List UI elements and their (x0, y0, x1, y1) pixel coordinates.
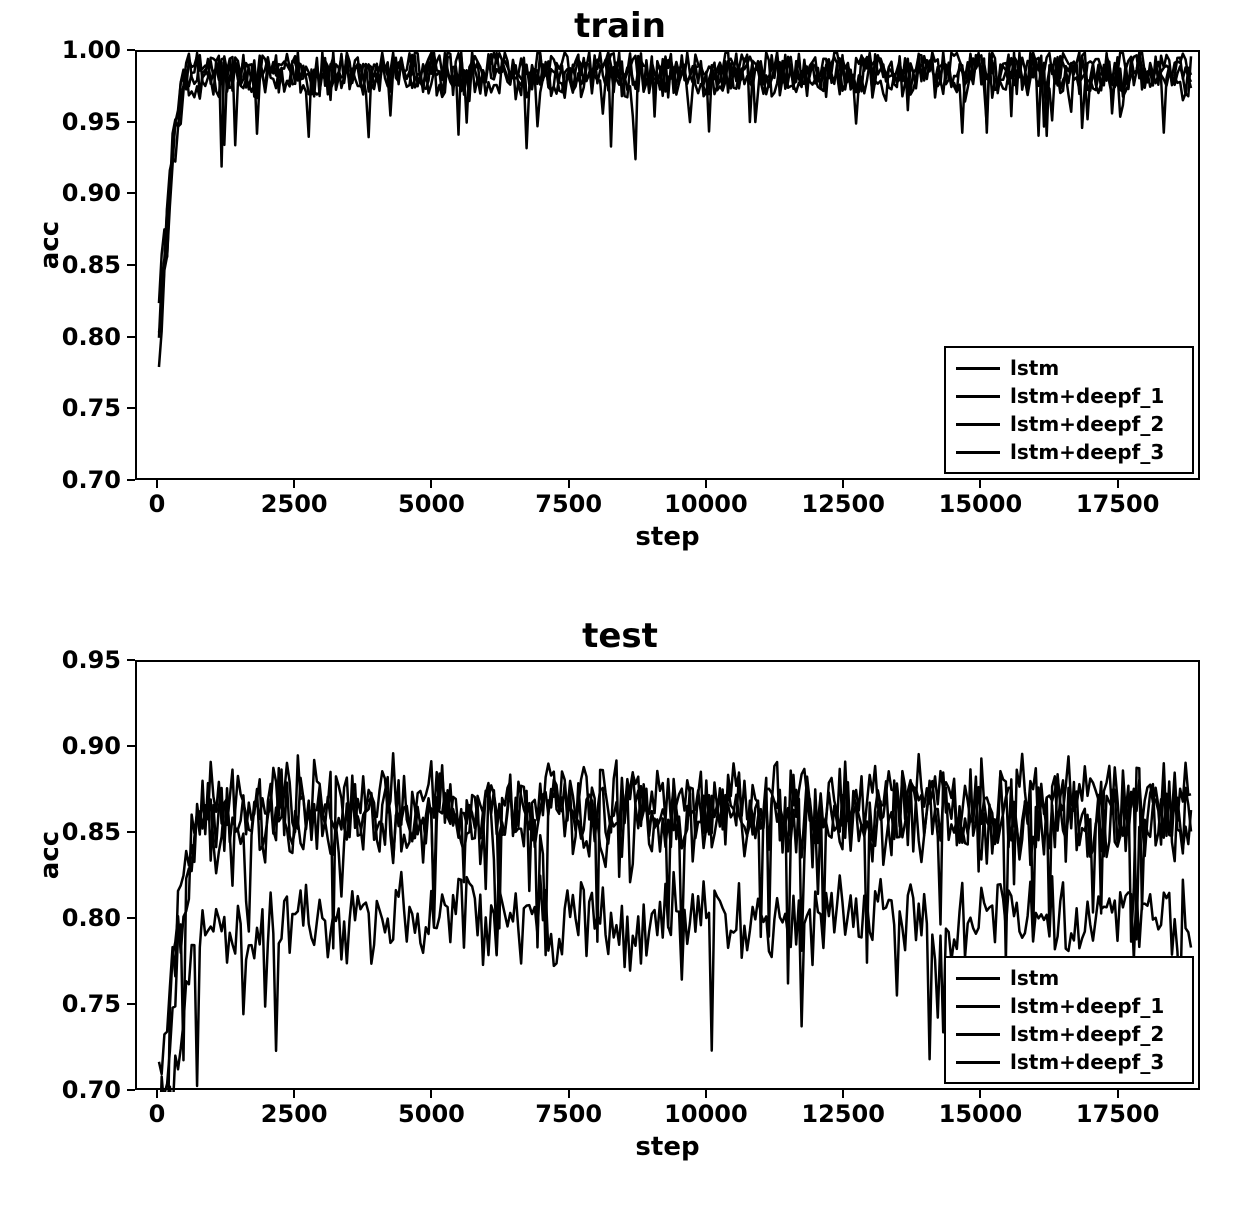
ytick-mark (127, 264, 135, 266)
xtick-label: 17500 (1076, 490, 1160, 518)
xtick-mark (1117, 480, 1119, 488)
legend-item: lstm+deepf_2 (956, 410, 1182, 438)
ytick-mark (127, 745, 135, 747)
ytick-label: 0.80 (62, 904, 121, 932)
xtick-label: 0 (149, 1100, 166, 1128)
legend-item: lstm+deepf_1 (956, 382, 1182, 410)
ytick-label: 0.85 (62, 818, 121, 846)
xtick-label: 7500 (535, 490, 602, 518)
xtick-label: 2500 (261, 1100, 328, 1128)
xlabel-train: step (0, 522, 1240, 552)
ytick-mark (127, 917, 135, 919)
xtick-label: 17500 (1076, 1100, 1160, 1128)
legend-train: lstm lstm+deepf_1 lstm+deepf_2 lstm+deepf_3 (944, 346, 1194, 474)
figure-root: train lstm lstm+deepf_1 lstm+deepf_2 lstm+d… (0, 0, 1240, 1221)
ytick-label: 0.85 (62, 251, 121, 279)
legend-item: lstm (956, 354, 1182, 382)
ytick-mark (127, 1003, 135, 1005)
ytick-label: 0.90 (62, 179, 121, 207)
ytick-label: 0.95 (62, 108, 121, 136)
ytick-label: 0.80 (62, 323, 121, 351)
legend-label: lstm (1010, 966, 1059, 990)
xtick-mark (842, 1090, 844, 1098)
xtick-mark (156, 480, 158, 488)
legend-label: lstm+deepf_2 (1010, 412, 1164, 436)
panel-train-title: train (0, 6, 1240, 46)
xlabel-test-text: step (635, 1132, 699, 1162)
legend-line-icon (956, 423, 1000, 426)
ylabel-test: acc (35, 831, 65, 879)
legend-label: lstm+deepf_1 (1010, 994, 1164, 1018)
xtick-label: 5000 (398, 1100, 465, 1128)
ytick-mark (127, 1089, 135, 1091)
legend-label: lstm+deepf_2 (1010, 1022, 1164, 1046)
xlabel-test: step (0, 1132, 1240, 1162)
xtick-mark (156, 1090, 158, 1098)
xtick-mark (705, 1090, 707, 1098)
xtick-mark (568, 480, 570, 488)
plot-area-train: lstm lstm+deepf_1 lstm+deepf_2 lstm+deepf_3 (135, 50, 1200, 480)
ytick-mark (127, 49, 135, 51)
legend-label: lstm+deepf_3 (1010, 1050, 1164, 1074)
xtick-mark (430, 1090, 432, 1098)
xtick-mark (1117, 1090, 1119, 1098)
legend-line-icon (956, 1033, 1000, 1036)
ytick-label: 0.90 (62, 732, 121, 760)
xtick-mark (979, 1090, 981, 1098)
ytick-label: 0.95 (62, 646, 121, 674)
ytick-mark (127, 192, 135, 194)
ytick-label: 0.75 (62, 394, 121, 422)
legend-line-icon (956, 1061, 1000, 1064)
xtick-label: 2500 (261, 490, 328, 518)
legend-label: lstm+deepf_3 (1010, 440, 1164, 464)
xtick-label: 15000 (939, 490, 1023, 518)
ytick-mark (127, 121, 135, 123)
ytick-mark (127, 479, 135, 481)
legend-item: lstm+deepf_2 (956, 1020, 1182, 1048)
ytick-mark (127, 336, 135, 338)
xtick-label: 12500 (801, 1100, 885, 1128)
ytick-label: 1.00 (62, 36, 121, 64)
xtick-mark (293, 480, 295, 488)
xlabel-train-text: step (635, 522, 699, 552)
ytick-mark (127, 407, 135, 409)
plot-area-test: lstm lstm+deepf_1 lstm+deepf_2 lstm+deepf_3 (135, 660, 1200, 1090)
legend-label: lstm+deepf_1 (1010, 384, 1164, 408)
ylabel-train: acc (35, 221, 65, 269)
ytick-label: 0.70 (62, 466, 121, 494)
panel-test-title: test (0, 616, 1240, 656)
xtick-label: 10000 (664, 1100, 748, 1128)
legend-item: lstm (956, 964, 1182, 992)
ytick-label: 0.75 (62, 990, 121, 1018)
ytick-mark (127, 659, 135, 661)
xtick-mark (979, 480, 981, 488)
legend-label: lstm (1010, 356, 1059, 380)
legend-line-icon (956, 977, 1000, 980)
xtick-label: 0 (149, 490, 166, 518)
ytick-label: 0.70 (62, 1076, 121, 1104)
xtick-mark (568, 1090, 570, 1098)
xtick-mark (842, 480, 844, 488)
legend-item: lstm+deepf_1 (956, 992, 1182, 1020)
legend-line-icon (956, 1005, 1000, 1008)
ytick-mark (127, 831, 135, 833)
xtick-label: 15000 (939, 1100, 1023, 1128)
xtick-label: 12500 (801, 490, 885, 518)
xtick-mark (430, 480, 432, 488)
xtick-label: 7500 (535, 1100, 602, 1128)
xtick-mark (705, 480, 707, 488)
xtick-mark (293, 1090, 295, 1098)
legend-test: lstm lstm+deepf_1 lstm+deepf_2 lstm+deepf_3 (944, 956, 1194, 1084)
xtick-label: 5000 (398, 490, 465, 518)
legend-item: lstm+deepf_3 (956, 1048, 1182, 1076)
legend-item: lstm+deepf_3 (956, 438, 1182, 466)
legend-line-icon (956, 451, 1000, 454)
xtick-label: 10000 (664, 490, 748, 518)
legend-line-icon (956, 367, 1000, 370)
legend-line-icon (956, 395, 1000, 398)
